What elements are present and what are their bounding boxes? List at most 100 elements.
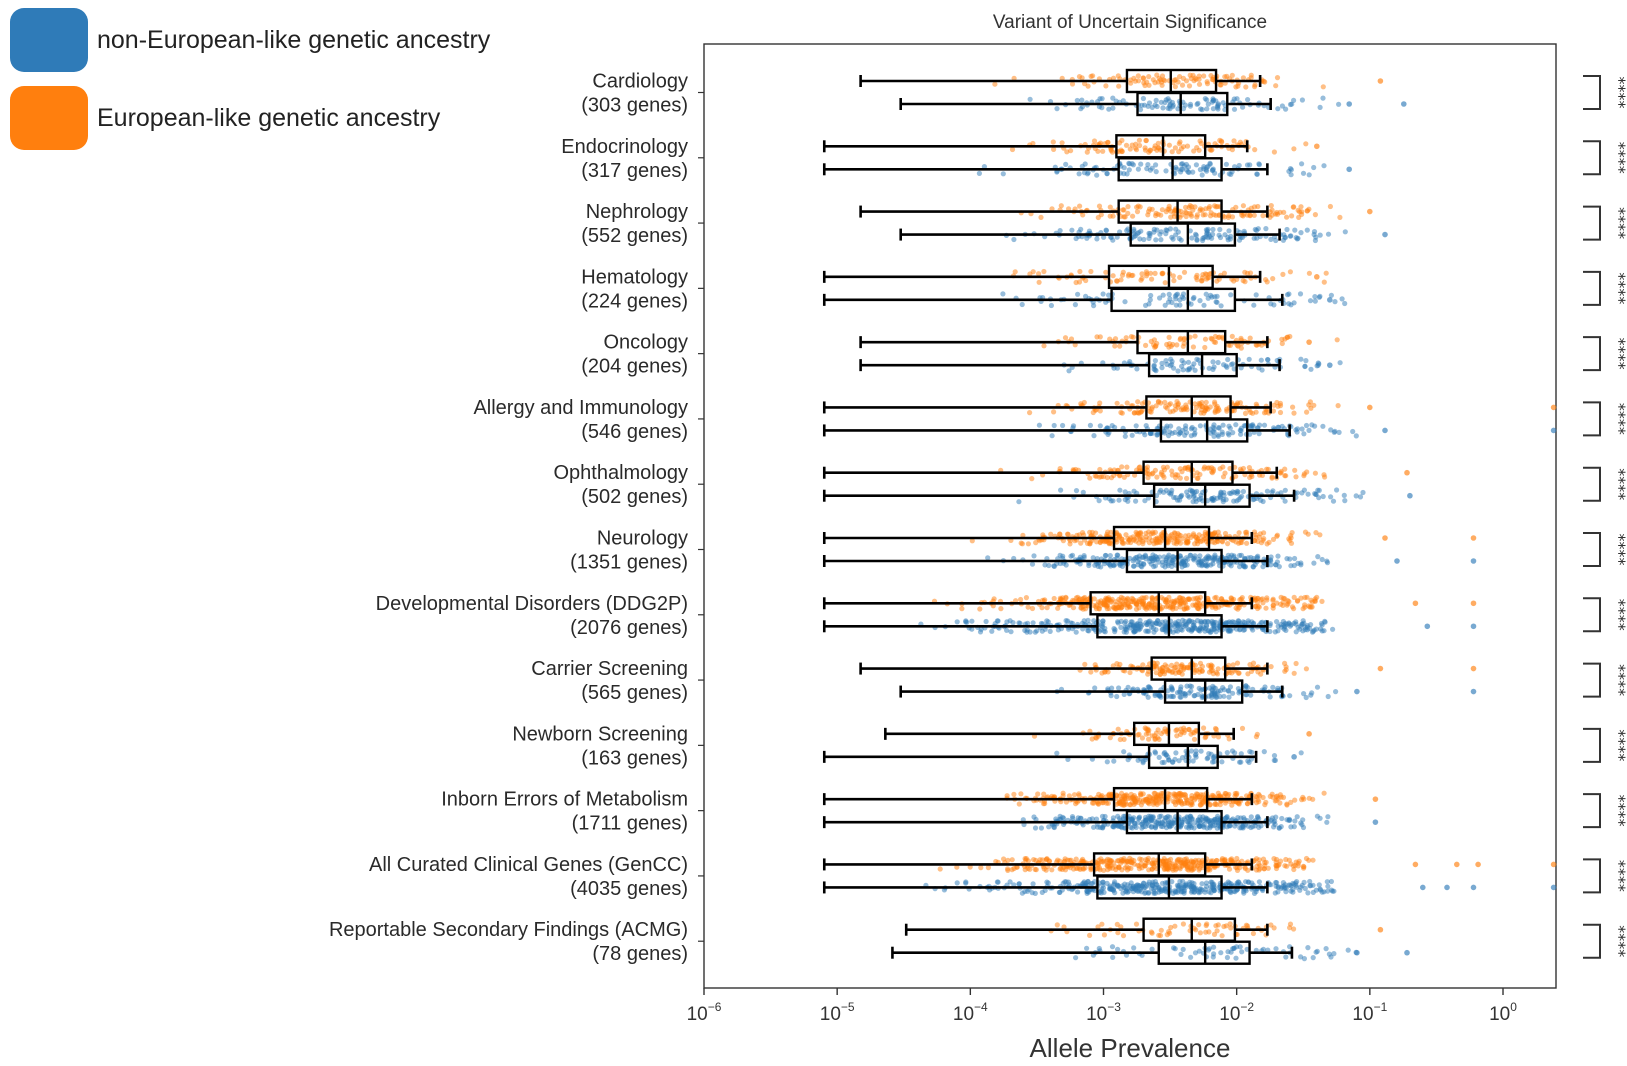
european-point bbox=[1121, 736, 1127, 743]
european-point bbox=[1323, 270, 1329, 276]
european-point bbox=[1116, 140, 1123, 146]
non-european-point bbox=[1324, 819, 1330, 825]
non-european-point bbox=[1184, 683, 1190, 689]
european-point bbox=[1196, 147, 1202, 153]
non-european-point bbox=[1209, 879, 1215, 886]
european-point bbox=[1302, 529, 1309, 535]
european-point bbox=[1172, 145, 1178, 151]
non-european-point bbox=[1258, 620, 1264, 626]
non-european-point bbox=[1147, 297, 1153, 303]
non-european-point bbox=[1237, 495, 1243, 501]
european-point bbox=[1277, 403, 1284, 409]
european-point bbox=[1161, 596, 1167, 602]
european-point bbox=[1227, 342, 1233, 348]
non-european-point bbox=[1165, 105, 1171, 111]
european-point bbox=[1284, 334, 1290, 340]
european-point bbox=[1057, 466, 1063, 472]
non-european-point bbox=[1142, 498, 1148, 504]
non-european-point bbox=[1173, 495, 1179, 501]
non-european-point bbox=[1303, 694, 1309, 701]
european-point bbox=[1212, 203, 1218, 209]
non-european-point bbox=[1288, 824, 1294, 830]
european-outlier bbox=[1377, 78, 1384, 84]
non-european-point bbox=[1309, 629, 1316, 635]
european-point bbox=[1121, 207, 1127, 213]
non-european-point bbox=[1162, 880, 1168, 886]
non-european-point bbox=[1137, 236, 1143, 242]
european-point bbox=[1029, 605, 1036, 612]
non-european-point bbox=[1219, 429, 1225, 435]
non-european-point bbox=[1298, 750, 1304, 756]
european-point bbox=[1131, 797, 1138, 803]
european-point bbox=[1290, 404, 1296, 410]
non-european-point bbox=[1210, 166, 1216, 172]
non-european-point bbox=[1210, 106, 1216, 112]
european-point bbox=[1144, 271, 1150, 277]
european-point bbox=[1184, 143, 1191, 149]
non-european-point bbox=[1230, 690, 1236, 696]
non-european-point bbox=[1342, 498, 1348, 504]
european-point bbox=[1209, 336, 1215, 342]
non-european-point bbox=[1146, 889, 1152, 896]
european-point bbox=[1123, 335, 1129, 341]
non-european-point bbox=[1301, 487, 1307, 493]
european-point bbox=[1149, 604, 1155, 610]
european-point bbox=[1012, 269, 1018, 275]
european-point bbox=[1177, 274, 1183, 280]
non-european-point bbox=[1004, 627, 1010, 633]
european-point bbox=[1304, 409, 1310, 415]
european-point bbox=[1068, 336, 1075, 342]
european-point bbox=[1107, 336, 1113, 342]
non-european-point bbox=[1178, 694, 1184, 700]
european-outlier bbox=[1470, 600, 1477, 607]
european-point bbox=[1183, 856, 1189, 862]
european-point bbox=[1282, 466, 1288, 472]
non-european-point bbox=[1129, 432, 1135, 438]
non-european-point bbox=[1286, 168, 1292, 174]
non-european-point bbox=[1164, 423, 1170, 429]
european-point bbox=[1273, 83, 1279, 89]
european-point bbox=[1258, 540, 1265, 546]
non-european-point bbox=[1169, 361, 1175, 367]
non-european-point bbox=[1156, 820, 1162, 826]
european-point bbox=[1201, 73, 1207, 79]
non-european-point bbox=[1110, 237, 1116, 243]
european-point bbox=[1190, 207, 1196, 213]
european-point bbox=[1247, 212, 1253, 218]
non-european-point bbox=[1282, 498, 1288, 504]
non-european-point bbox=[1218, 303, 1224, 309]
non-european-point bbox=[1137, 617, 1143, 624]
non-european-point bbox=[1191, 294, 1197, 301]
european-point bbox=[1202, 212, 1208, 218]
european-point bbox=[1283, 664, 1289, 670]
non-european-box bbox=[1152, 483, 1251, 508]
non-european-outlier bbox=[1346, 101, 1352, 107]
european-point bbox=[1113, 599, 1119, 605]
non-european-point bbox=[1192, 489, 1198, 495]
non-european-box bbox=[1129, 222, 1237, 247]
non-european-point bbox=[1148, 817, 1154, 823]
non-european-point bbox=[1247, 749, 1253, 755]
non-european-point bbox=[1278, 621, 1284, 628]
non-european-point bbox=[1224, 364, 1230, 370]
non-european-point bbox=[1216, 424, 1222, 431]
european-point bbox=[1256, 791, 1262, 798]
non-european-point bbox=[1200, 489, 1206, 495]
european-point bbox=[1261, 530, 1267, 536]
european-point bbox=[1116, 532, 1122, 538]
european-point bbox=[1253, 401, 1259, 407]
european-point bbox=[1097, 466, 1103, 473]
european-point bbox=[1228, 596, 1235, 602]
non-european-point bbox=[1134, 882, 1140, 888]
european-point bbox=[1260, 600, 1266, 606]
non-european-point bbox=[1060, 422, 1066, 429]
non-european-point bbox=[1210, 755, 1217, 761]
european-point bbox=[1116, 83, 1122, 89]
non-european-point bbox=[1220, 499, 1226, 505]
non-european-point bbox=[1149, 430, 1155, 436]
european-point bbox=[1214, 671, 1221, 677]
european-point bbox=[1123, 801, 1129, 807]
non-european-point bbox=[1315, 554, 1321, 560]
non-european-point bbox=[1163, 559, 1169, 566]
non-european-point bbox=[1203, 883, 1210, 889]
